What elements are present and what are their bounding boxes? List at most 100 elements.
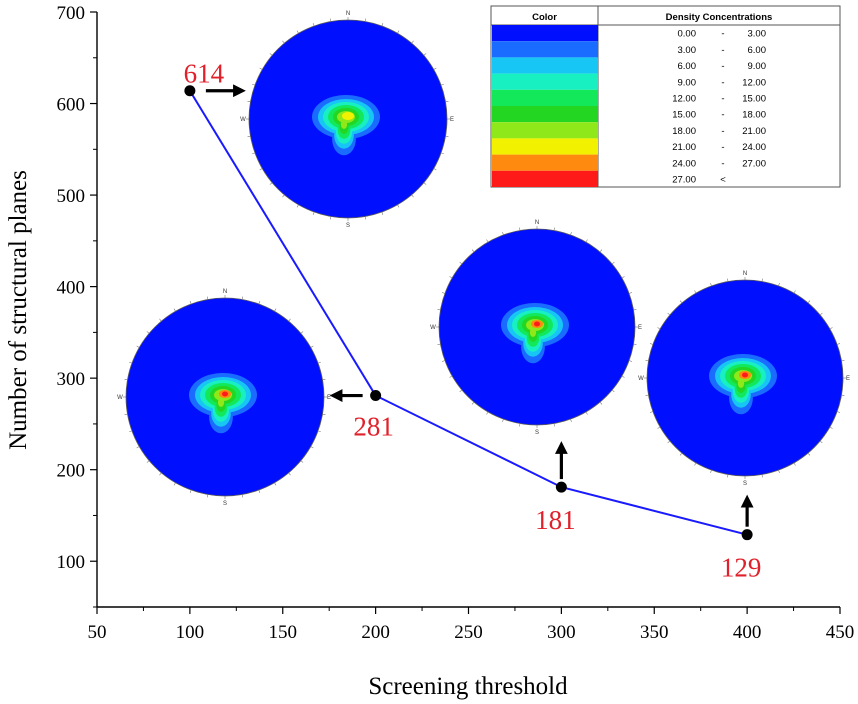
rim-tick	[206, 494, 209, 498]
rim-tick	[553, 423, 555, 427]
rim-tick	[449, 375, 453, 378]
series-line	[189, 90, 748, 536]
rim-tick	[423, 53, 427, 56]
rim-tick	[247, 135, 251, 138]
legend-swatch	[492, 89, 598, 106]
rim-tick	[312, 23, 315, 27]
compass-w-label: W	[117, 395, 123, 401]
compass-s-label: S	[743, 481, 747, 487]
rim-tick	[570, 231, 572, 236]
density-legend: Color Density Concentrations 0.00 - 3.00 3.00…	[490, 5, 841, 188]
axis-ticks	[90, 11, 841, 614]
x-tick-label: 50	[88, 622, 107, 643]
rim-tick	[649, 411, 654, 413]
rim-tick	[449, 276, 453, 279]
data-label-181: 181	[535, 505, 576, 535]
rim-tick	[585, 239, 588, 243]
legend-range-separator: -	[721, 61, 724, 72]
density-contour-lobe	[217, 397, 225, 407]
rim-tick	[159, 472, 162, 476]
compass-e-label: E	[638, 325, 642, 331]
rim-tick	[411, 40, 414, 44]
rim-tick	[471, 249, 475, 253]
rim-tick	[136, 345, 140, 348]
rim-tick	[649, 343, 654, 345]
compass-s-label: S	[346, 223, 350, 229]
rim-tick	[322, 413, 326, 416]
legend-range-to: 12.00	[742, 77, 766, 88]
x-tick-label: 400	[733, 622, 762, 643]
y-tick-label: 300	[57, 369, 86, 390]
rim-tick	[519, 227, 521, 231]
rim-tick	[471, 401, 475, 405]
rim-tick	[189, 301, 192, 305]
rim-tick	[173, 482, 176, 486]
legend-swatch	[492, 170, 598, 187]
rim-tick	[459, 261, 463, 265]
stereonet-200: N E S W	[117, 289, 331, 507]
rim-tick	[628, 360, 633, 362]
legend-header-color: Color	[532, 12, 557, 23]
rim-tick	[761, 474, 763, 478]
rim-tick	[300, 460, 304, 463]
rim-tick	[611, 389, 615, 393]
rim-tick	[710, 282, 712, 287]
density-max	[222, 391, 228, 397]
rim-tick	[364, 216, 367, 220]
rim-tick	[694, 462, 697, 466]
rim-tick	[793, 462, 796, 466]
compass-n-label: N	[743, 271, 747, 277]
legend-range-from: 24.00	[672, 158, 696, 169]
tick-labels: 50 100 150 200 250 300 350 400 450 100 200 300 400 50…	[57, 3, 855, 643]
legend-range-separator: -	[721, 158, 724, 169]
rim-tick	[189, 489, 192, 493]
legend-range-separator: -	[721, 29, 724, 40]
compass-e-label: E	[846, 376, 850, 382]
legend-range-to: 3.00	[748, 29, 767, 40]
rim-tick	[667, 440, 671, 444]
stereonet-100: N E S W	[240, 11, 454, 229]
data-label-281: 281	[353, 412, 394, 442]
y-tick-label: 600	[57, 95, 86, 116]
density-peak	[342, 112, 354, 120]
rim-tick	[553, 227, 555, 231]
rim-tick	[411, 194, 414, 198]
legend-range-to: 15.00	[742, 94, 766, 105]
rim-tick	[317, 361, 321, 364]
rim-tick	[633, 309, 637, 311]
legend-range-to: 21.00	[742, 126, 766, 137]
compass-s-label: S	[223, 501, 227, 507]
legend-swatch	[492, 106, 598, 123]
legend-range-separator: -	[721, 110, 724, 121]
legend-swatch	[492, 57, 598, 74]
rim-tick	[841, 394, 845, 396]
rim-tick	[657, 426, 661, 429]
rim-tick	[645, 360, 649, 362]
rim-tick	[258, 489, 261, 493]
data-point-281	[370, 390, 382, 402]
rim-tick	[599, 249, 603, 253]
legend-range-to: 6.00	[748, 45, 767, 56]
data-labels: 614 281 181 129	[184, 59, 762, 583]
rim-tick	[694, 290, 697, 294]
rim-tick	[657, 327, 661, 330]
y-tick-label: 700	[57, 3, 86, 24]
stereonet-400: N E S W	[638, 271, 850, 487]
rim-tick	[329, 18, 332, 22]
rim-tick	[173, 308, 176, 312]
rim-tick	[486, 411, 489, 415]
rim-tick	[437, 309, 441, 311]
data-label-614: 614	[184, 59, 225, 89]
rim-tick	[807, 300, 811, 304]
rim-tick	[317, 430, 321, 433]
rim-tick	[129, 430, 133, 433]
legend-range-separator: -	[721, 126, 724, 137]
legend-range-from: 21.00	[672, 142, 696, 153]
rim-tick	[679, 452, 683, 456]
legend-range-from: 6.00	[678, 61, 697, 72]
legend-range-from: 27.00	[672, 175, 696, 186]
rim-tick	[282, 194, 285, 198]
rim-tick	[136, 446, 140, 449]
rim-tick	[252, 83, 256, 86]
rim-tick	[486, 239, 489, 243]
